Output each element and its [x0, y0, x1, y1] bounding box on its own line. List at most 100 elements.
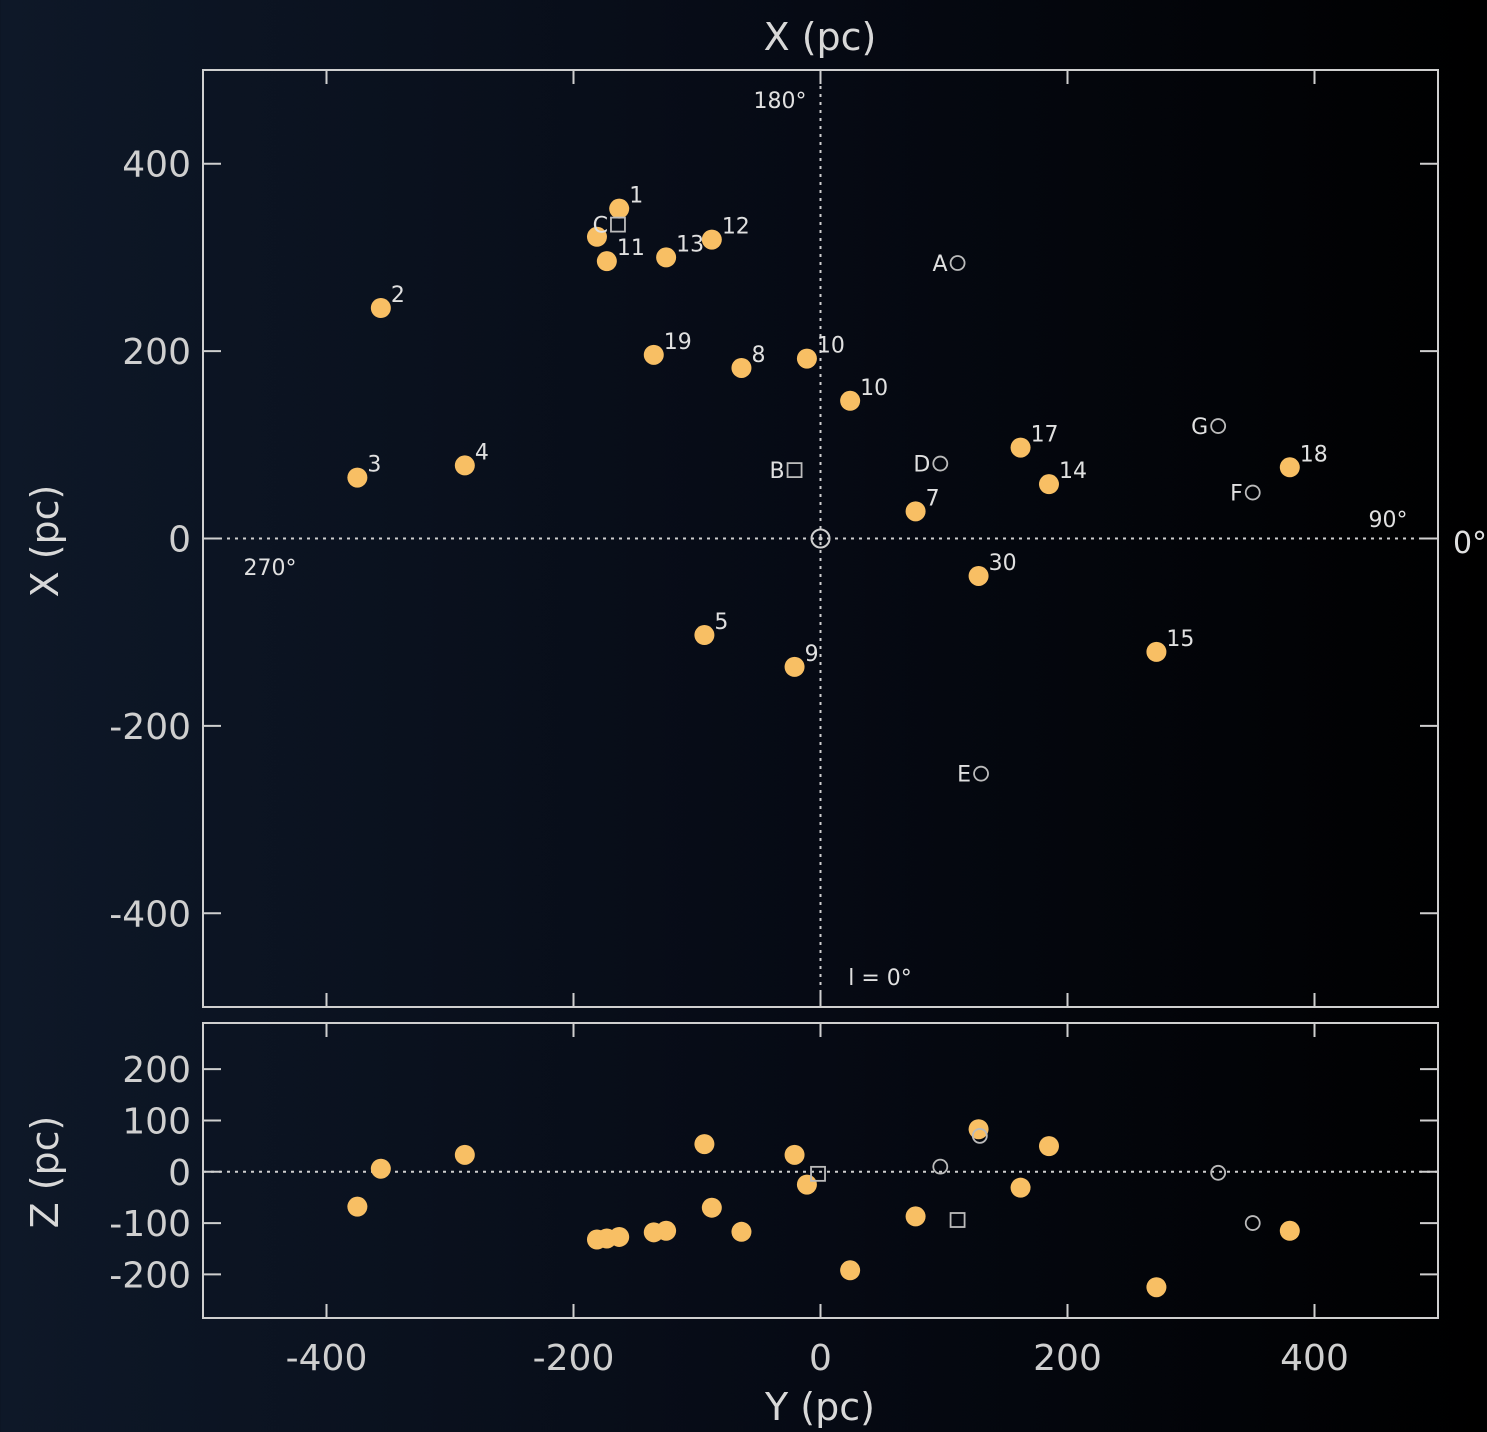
y-tick-label: 400 [122, 145, 191, 186]
region-marker [949, 1212, 966, 1228]
point-label: C [593, 214, 608, 239]
x-tick-label: 400 [1280, 1338, 1349, 1379]
point-label: 19 [664, 330, 692, 355]
region-marker [1244, 1215, 1261, 1231]
point-label: 17 [1031, 423, 1059, 448]
point-label: 30 [989, 551, 1017, 576]
point-label: 3 [367, 453, 381, 478]
cluster-point [1038, 1136, 1059, 1157]
cluster-point [968, 565, 989, 586]
cluster-point [1010, 1177, 1031, 1198]
region-marker [973, 765, 989, 782]
cluster-point [1010, 437, 1031, 458]
point-label: A [933, 252, 948, 277]
y-tick-label: 0 [168, 520, 191, 561]
cluster-point [454, 455, 475, 476]
point-label: 18 [1300, 442, 1328, 467]
annotation: 0° [1453, 526, 1487, 561]
cluster-point [905, 501, 926, 522]
cluster-point [370, 1158, 391, 1179]
point-label: 4 [475, 440, 489, 465]
cluster-point [1038, 474, 1059, 495]
cluster-point [784, 1144, 805, 1165]
cluster-point [656, 247, 677, 268]
point-label: 5 [714, 610, 728, 635]
point-label: 1 [629, 184, 643, 209]
region-marker [949, 255, 966, 271]
point-label: 15 [1166, 627, 1194, 652]
region-marker [810, 1165, 826, 1182]
cluster-point [905, 1206, 926, 1227]
point-label: 13 [676, 232, 704, 257]
cluster-point [796, 1174, 817, 1195]
point-label: 12 [722, 215, 750, 240]
region-marker [1210, 418, 1227, 434]
point-label: D [913, 453, 930, 478]
point-label: G [1191, 415, 1208, 440]
y-tick-label: -200 [109, 707, 191, 748]
point-label: 11 [617, 236, 645, 261]
point-label: 14 [1059, 459, 1087, 484]
cluster-point [347, 1196, 368, 1217]
x-tick-label: 200 [1033, 1338, 1102, 1379]
cluster-point [596, 1228, 617, 1249]
x-tick-label: -200 [533, 1338, 615, 1379]
y-axis-title: X (pc) [23, 485, 67, 598]
cluster-point [1146, 1277, 1167, 1298]
cluster-point [643, 344, 664, 365]
annotation: 90° [1369, 508, 1408, 533]
cluster-point [596, 251, 617, 272]
region-marker [610, 216, 626, 233]
y-tick-label: 100 [122, 1101, 191, 1142]
cluster-point [1146, 641, 1167, 662]
point-label: B [769, 459, 784, 484]
cluster-point [731, 357, 752, 378]
cluster-point [347, 467, 368, 488]
cluster-point [701, 1197, 722, 1218]
y-tick-label: 200 [122, 1050, 191, 1091]
point-label: F [1230, 482, 1243, 507]
point-label: 10 [817, 334, 845, 359]
region-marker [1244, 484, 1261, 501]
cluster-point [454, 1144, 475, 1165]
region-marker [971, 1127, 988, 1144]
region-marker [932, 1158, 949, 1175]
cluster-point [609, 198, 630, 219]
cluster-point [796, 348, 817, 369]
cluster-point [840, 390, 861, 411]
region-marker [786, 462, 803, 478]
point-label: E [957, 763, 971, 788]
cluster-point [840, 1260, 861, 1281]
cluster-point [694, 625, 715, 646]
cluster-point [1279, 1220, 1300, 1241]
y-tick-label: -400 [109, 894, 191, 935]
cluster-point [1279, 457, 1300, 478]
x-axis-title: Y (pc) [764, 1385, 875, 1428]
cluster-point [784, 656, 805, 677]
z-axis-title: Z (pc) [23, 1116, 67, 1229]
cluster-point [586, 226, 607, 247]
point-label: 2 [391, 283, 405, 308]
y-tick-label: 0 [168, 1153, 191, 1194]
y-tick-label: -100 [109, 1204, 191, 1245]
region-marker [932, 455, 949, 472]
point-label: 10 [860, 376, 888, 401]
x-tick-label: -400 [286, 1338, 368, 1379]
point-label: 7 [926, 486, 940, 511]
y-tick-label: -200 [109, 1255, 191, 1296]
annotation: l = 0° [848, 966, 912, 991]
cluster-point [370, 297, 391, 318]
point-label: 9 [805, 642, 819, 667]
sun-marker [818, 536, 823, 541]
cluster-point [643, 1222, 664, 1243]
cluster-point [694, 1134, 715, 1155]
top-axis-title: X (pc) [764, 15, 877, 59]
point-label: 8 [751, 343, 765, 368]
region-marker [1210, 1164, 1227, 1181]
x-tick-label: 0 [809, 1338, 832, 1379]
sun-marker [810, 528, 831, 549]
y-tick-label: 200 [122, 332, 191, 373]
cluster-point [731, 1221, 752, 1242]
annotation: 180° [754, 89, 807, 114]
